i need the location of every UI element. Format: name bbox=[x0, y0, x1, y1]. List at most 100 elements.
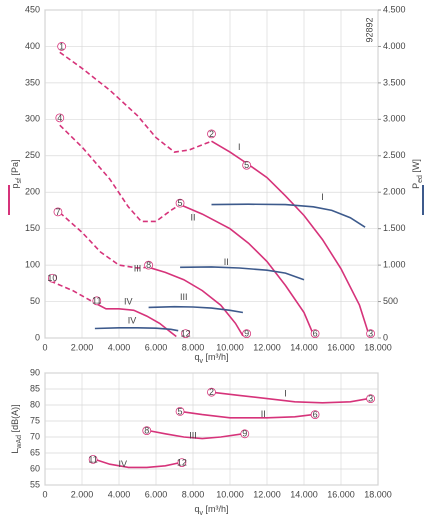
point-marker bbox=[88, 454, 98, 464]
point-number: 12 bbox=[177, 457, 187, 467]
y-tick-label: 80 bbox=[30, 399, 40, 409]
y2-axis-label-main: P bbox=[411, 183, 421, 189]
x-tick-label: 6.000 bbox=[145, 342, 168, 352]
point-number: 11 bbox=[88, 454, 97, 464]
curve bbox=[179, 203, 315, 335]
x-tick-label: 12.000 bbox=[253, 489, 281, 499]
point-number: 11 bbox=[92, 296, 101, 306]
point-number: 6 bbox=[313, 329, 318, 339]
curve bbox=[94, 458, 181, 469]
y-axis-label-sub: sf bbox=[16, 178, 23, 184]
curve-label: I bbox=[284, 389, 287, 399]
x-tick-label: 0 bbox=[42, 489, 47, 499]
point-marker bbox=[48, 273, 57, 283]
curve bbox=[148, 429, 244, 440]
x-tick-label: 16.000 bbox=[327, 342, 355, 352]
curve bbox=[59, 212, 149, 269]
y-axis-label-main: L bbox=[10, 449, 20, 454]
y-tick-label: 50 bbox=[30, 296, 40, 306]
y-axis-label-unit: [Pa] bbox=[10, 160, 20, 179]
point-marker bbox=[207, 129, 216, 139]
y-tick-label: 70 bbox=[30, 431, 40, 441]
curve bbox=[180, 266, 305, 281]
x-axis-label-main: q bbox=[194, 504, 199, 514]
y-tick-label: 75 bbox=[30, 415, 40, 425]
y-axis-label-unit: [dB(A)] bbox=[10, 404, 20, 435]
x-tick-label: 8.000 bbox=[182, 489, 205, 499]
y2-tick-label: 0 bbox=[383, 332, 388, 342]
x-tick-label: 4.000 bbox=[108, 489, 131, 499]
y2-tick-label: 4.000 bbox=[383, 41, 406, 51]
curve-label: II bbox=[190, 213, 195, 223]
y-tick-label: 300 bbox=[25, 114, 40, 124]
point-marker bbox=[310, 329, 320, 339]
y2-tick-label: 500 bbox=[383, 296, 398, 306]
curve bbox=[59, 51, 212, 153]
plot-area bbox=[44, 9, 379, 339]
point-number: 7 bbox=[55, 207, 60, 217]
curve-label: IV bbox=[124, 296, 133, 306]
point-number: 8 bbox=[144, 425, 149, 435]
curve bbox=[50, 280, 96, 304]
x-tick-label: 0 bbox=[42, 342, 47, 352]
point-marker bbox=[92, 296, 102, 306]
curve bbox=[148, 305, 244, 314]
x-tick-label: 2.000 bbox=[71, 342, 94, 352]
curve-label: I bbox=[238, 142, 241, 152]
x-tick-label: 8.000 bbox=[182, 342, 205, 352]
x-axis-label-unit: [m³/h] bbox=[203, 352, 229, 362]
y-tick-label: 65 bbox=[30, 447, 40, 457]
y-tick-label: 350 bbox=[25, 77, 40, 87]
curve-label: IV bbox=[118, 459, 127, 469]
curve-label: II bbox=[224, 257, 229, 267]
y2-tick-label: 4.500 bbox=[383, 4, 406, 14]
y-axis-label: LwAd [dB(A)] bbox=[10, 404, 22, 453]
point-number: 10 bbox=[47, 273, 57, 283]
point-number: 5 bbox=[178, 198, 183, 208]
y-axis-label-sub: wAd bbox=[16, 435, 23, 450]
point-marker bbox=[175, 198, 185, 208]
x-tick-label: 2.000 bbox=[71, 489, 94, 499]
y-tick-label: 100 bbox=[25, 259, 40, 269]
y2-axis-label: Ped [W] bbox=[411, 159, 423, 189]
y2-axis-label-sub: ed bbox=[417, 175, 424, 183]
x-axis-label-main: q bbox=[194, 352, 199, 362]
point-marker bbox=[55, 113, 65, 123]
y-tick-label: 0 bbox=[35, 332, 40, 342]
y-tick-label: 60 bbox=[30, 463, 40, 473]
x-tick-label: 18.000 bbox=[364, 342, 392, 352]
y-tick-label: 55 bbox=[30, 479, 40, 489]
point-marker bbox=[242, 329, 252, 339]
point-marker bbox=[53, 207, 63, 217]
x-axis-label-sub: v bbox=[200, 358, 204, 365]
chart-code: 92892 bbox=[364, 17, 374, 42]
curve-label: III bbox=[134, 264, 142, 274]
point-number: 5 bbox=[178, 406, 183, 416]
curve-label: II bbox=[261, 409, 266, 419]
point-number: 4 bbox=[57, 113, 62, 123]
point-number: 8 bbox=[146, 260, 151, 270]
y-tick-label: 90 bbox=[30, 367, 40, 377]
x-axis-label-unit: [m³/h] bbox=[203, 504, 229, 514]
y2-tick-label: 1.500 bbox=[383, 223, 406, 233]
point-marker bbox=[242, 160, 252, 170]
point-marker bbox=[310, 410, 320, 420]
point-marker bbox=[175, 406, 185, 416]
y-tick-label: 250 bbox=[25, 150, 40, 160]
x-tick-label: 10.000 bbox=[216, 489, 244, 499]
curve-label: III bbox=[189, 431, 197, 441]
point-number: 9 bbox=[242, 429, 247, 439]
curve bbox=[211, 203, 366, 228]
y-tick-label: 150 bbox=[25, 223, 40, 233]
curve-label: IV bbox=[128, 315, 137, 325]
point-number: 2 bbox=[209, 129, 214, 139]
x-axis-label: qv [m³/h] bbox=[194, 352, 228, 364]
point-number: 9 bbox=[244, 329, 249, 339]
point-number: 6 bbox=[313, 409, 318, 419]
curve bbox=[179, 410, 314, 419]
point-number: 1 bbox=[59, 41, 64, 51]
point-number: 2 bbox=[209, 387, 214, 397]
y2-tick-label: 2.500 bbox=[383, 150, 406, 160]
point-marker bbox=[144, 260, 154, 270]
